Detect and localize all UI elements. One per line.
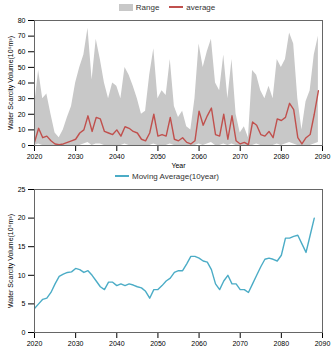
svg-text:80: 80 [18,17,26,24]
svg-text:0: 0 [22,329,26,336]
svg-text:2030: 2030 [68,340,84,347]
svg-text:40: 40 [18,79,26,86]
svg-text:2030: 2030 [68,153,84,160]
svg-text:2090: 2090 [315,153,331,160]
html-text:Moving Average(10year): Moving Average(10year) [132,171,219,181]
svg-text:25: 25 [18,186,26,193]
svg-text:10: 10 [18,126,26,133]
svg-text:0: 0 [22,142,26,149]
svg-text:2040: 2040 [109,153,125,160]
html-text:average: average [186,2,216,12]
html-text:Range: Range [135,2,160,12]
svg-text:70: 70 [18,32,26,39]
svg-text:2080: 2080 [274,153,290,160]
svg-text:2090: 2090 [315,340,331,347]
svg-text:2020: 2020 [27,340,43,347]
svg-text:5: 5 [22,300,26,307]
svg-text:2060: 2060 [191,153,207,160]
svg-text:Water Scarcity Volume(10⁶m³): Water Scarcity Volume(10⁶m³) [7,36,15,130]
svg-text:Water Scarcity Volume(10⁶m³): Water Scarcity Volume(10⁶m³) [7,214,15,308]
svg-text:Year: Year [171,162,186,169]
svg-text:2050: 2050 [150,340,166,347]
svg-text:20: 20 [18,214,26,221]
svg-text:2040: 2040 [109,340,125,347]
svg-text:2070: 2070 [232,153,248,160]
svg-text:15: 15 [18,243,26,250]
svg-text:20: 20 [18,110,26,117]
svg-text:60: 60 [18,48,26,55]
svg-text:50: 50 [18,64,26,71]
svg-text:10: 10 [18,272,26,279]
svg-text:2020: 2020 [27,153,43,160]
svg-text:30: 30 [18,95,26,102]
svg-text:2070: 2070 [232,340,248,347]
svg-text:2080: 2080 [274,340,290,347]
svg-text:2050: 2050 [150,153,166,160]
svg-text:2060: 2060 [191,340,207,347]
